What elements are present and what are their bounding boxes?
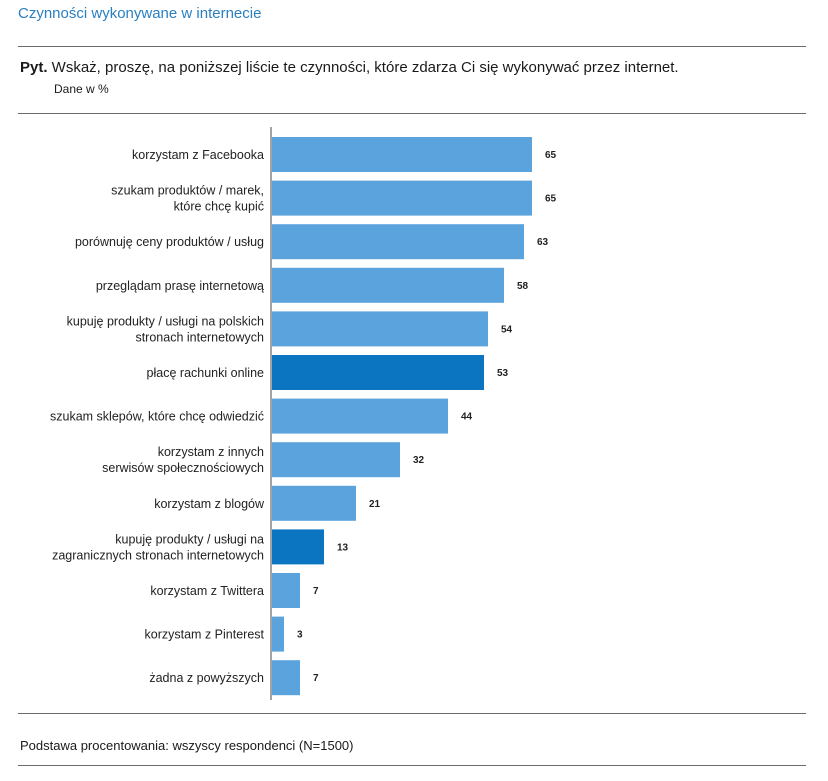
bar-0 bbox=[272, 137, 532, 172]
bar-12 bbox=[272, 660, 300, 696]
bar-5 bbox=[272, 355, 484, 390]
value-label-11: 3 bbox=[297, 630, 303, 641]
question-prefix: Pyt. bbox=[20, 59, 48, 76]
category-label-7-1: serwisów społecznościowych bbox=[102, 461, 264, 475]
bar-11 bbox=[272, 616, 284, 652]
bar-10 bbox=[272, 573, 300, 608]
value-label-2: 63 bbox=[537, 237, 549, 248]
category-label-11-0: korzystam z Pinterest bbox=[145, 628, 265, 642]
bottom-divider bbox=[18, 765, 806, 766]
unit-label: Dane w % bbox=[54, 82, 109, 96]
category-label-10-0: korzystam z Twittera bbox=[150, 584, 264, 598]
category-label-9-0: kupuję produkty / usługi na bbox=[115, 532, 264, 546]
value-label-9: 13 bbox=[337, 542, 349, 553]
value-label-6: 44 bbox=[461, 412, 473, 423]
base-note: Podstawa procentowania: wszyscy responde… bbox=[20, 738, 354, 753]
bar-8 bbox=[272, 485, 356, 521]
value-label-4: 54 bbox=[501, 324, 513, 335]
category-label-4-0: kupuję produkty / usługi na polskich bbox=[67, 314, 264, 328]
category-label-6-0: szukam sklepów, które chcę odwiedzić bbox=[50, 410, 264, 424]
category-label-7-0: korzystam z innych bbox=[158, 445, 264, 459]
category-label-2-0: porównuję ceny produktów / usług bbox=[75, 235, 264, 249]
bar-7 bbox=[272, 442, 400, 478]
value-label-8: 21 bbox=[369, 499, 381, 510]
value-label-10: 7 bbox=[313, 586, 319, 597]
question-text: Pyt. Wskaż, proszę, na poniższej liście … bbox=[20, 59, 679, 76]
value-label-0: 65 bbox=[545, 150, 557, 161]
value-label-7: 32 bbox=[413, 455, 425, 466]
category-label-12-0: żadna z powyższych bbox=[149, 671, 264, 685]
bar-6 bbox=[272, 398, 448, 434]
category-label-1-0: szukam produktów / marek, bbox=[111, 184, 264, 198]
bar-2 bbox=[272, 224, 524, 260]
value-label-1: 65 bbox=[545, 194, 557, 205]
value-label-3: 58 bbox=[517, 281, 529, 292]
bar-4 bbox=[272, 311, 488, 347]
category-label-0-0: korzystam z Facebooka bbox=[132, 148, 264, 162]
top-divider bbox=[18, 46, 806, 47]
category-label-1-1: które chcę kupić bbox=[174, 200, 264, 214]
category-label-4-1: stronach internetowych bbox=[135, 330, 264, 344]
category-label-9-1: zagranicznych stronach internetowych bbox=[52, 548, 264, 562]
footer-divider bbox=[18, 713, 806, 714]
category-label-3-0: przeglądam prasę internetową bbox=[96, 279, 264, 293]
category-label-8-0: korzystam z blogów bbox=[154, 497, 265, 511]
bar-1 bbox=[272, 180, 532, 216]
header-divider bbox=[18, 113, 806, 114]
bar-9 bbox=[272, 529, 324, 565]
question-body: Wskaż, proszę, na poniższej liście te cz… bbox=[47, 59, 679, 76]
value-label-12: 7 bbox=[313, 673, 319, 684]
value-label-5: 53 bbox=[497, 368, 509, 379]
bar-3 bbox=[272, 267, 504, 303]
category-label-5-0: płacę rachunki online bbox=[147, 366, 264, 380]
chart-title: Czynności wykonywane w internecie bbox=[18, 5, 262, 22]
